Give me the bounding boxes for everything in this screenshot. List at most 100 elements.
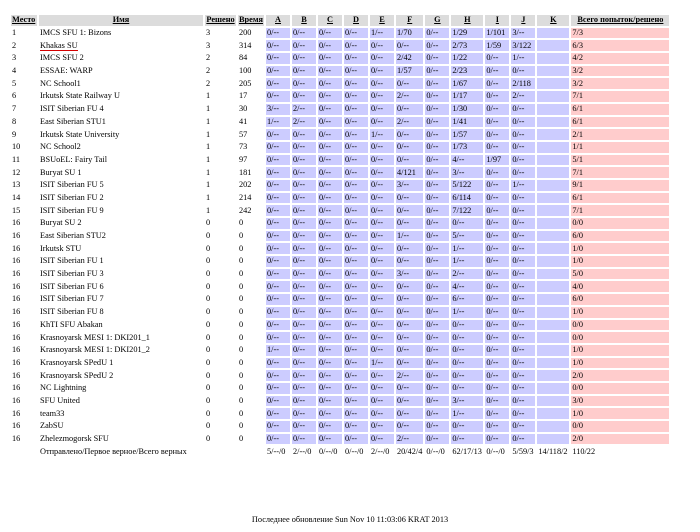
solved-cell: 0 (205, 408, 236, 419)
column-header-place[interactable]: Место (11, 15, 37, 26)
team-name-cell: Krasnoyarsk SPedU 2 (39, 370, 203, 381)
summary-row: Отправлено/Первое верное/Всего верных 5/-… (11, 446, 670, 458)
place-cell: 1 (11, 27, 37, 39)
problem-h-result: 3/-- (451, 167, 484, 178)
problem-k-result (537, 357, 570, 369)
problem-j-result: 0/-- (511, 230, 536, 242)
time-cell: 84 (238, 53, 264, 64)
total-cell: 3/2 (571, 65, 670, 77)
problem-e-result: 0/-- (370, 53, 394, 64)
problem-j-result: 3/-- (511, 27, 536, 39)
table-row: 16 Krasnoyarsk MESI 1: DKI201_1 0 0 0/-- 0/--… (11, 332, 670, 343)
problem-j-result: 2/-- (511, 91, 536, 102)
problem-c-result: 0/-- (318, 281, 342, 293)
total-cell: 3/0 (571, 395, 670, 407)
problem-h-result: 1/29 (451, 27, 484, 39)
problem-k-result (537, 281, 570, 293)
column-header-problem-g[interactable]: G (425, 15, 450, 26)
problem-a-result: 0/-- (266, 40, 290, 52)
problem-e-result: 0/-- (370, 230, 394, 242)
team-name-cell: Krasnoyarsk MESI 1: DKI201_2 (39, 344, 203, 356)
problem-h-result: 1/-- (451, 306, 484, 318)
problem-g-result: 0/-- (425, 268, 450, 280)
place-cell: 16 (11, 268, 37, 280)
problem-g-result: 0/-- (425, 205, 450, 216)
problem-k-result (537, 243, 570, 255)
time-cell: 73 (238, 141, 264, 153)
solved-cell: 1 (205, 154, 236, 166)
problem-f-result: 1/70 (396, 27, 424, 39)
column-header-problem-b[interactable]: B (292, 15, 316, 26)
problem-i-result: 0/-- (485, 179, 510, 191)
column-header-problem-f[interactable]: F (396, 15, 424, 26)
problem-g-result: 0/-- (425, 129, 450, 140)
place-cell: 7 (11, 103, 37, 115)
problem-e-result: 1/-- (370, 357, 394, 369)
time-cell: 0 (238, 218, 264, 229)
standings-body: 1 IMCS SFU 1: Bizons 3 200 0/-- 0/-- 0/-- 0/-- 1… (11, 27, 670, 458)
column-header-problem-e[interactable]: E (370, 15, 394, 26)
problem-d-result: 0/-- (344, 103, 368, 115)
time-cell: 0 (238, 421, 264, 432)
total-cell: 6/1 (571, 192, 670, 204)
problem-d-result: 0/-- (344, 421, 368, 432)
problem-h-result: 1/57 (451, 129, 484, 140)
column-header-problem-i[interactable]: I (485, 15, 510, 26)
team-name: Irkutsk State University (40, 129, 120, 139)
time-cell: 0 (238, 294, 264, 305)
problem-d-result: 0/-- (344, 281, 368, 293)
column-header-total[interactable]: Всего попыток/решено (571, 15, 670, 26)
problem-e-result: 0/-- (370, 243, 394, 255)
problem-j-result: 0/-- (511, 370, 536, 381)
problem-d-result: 0/-- (344, 243, 368, 255)
problem-f-result: 0/-- (396, 421, 424, 432)
problem-h-result: 0/-- (451, 344, 484, 356)
problem-g-result: 0/-- (425, 408, 450, 419)
problem-f-result: 2/-- (396, 370, 424, 381)
problem-d-result: 0/-- (344, 154, 368, 166)
problem-b-result: 0/-- (292, 243, 316, 255)
column-header-problem-k[interactable]: K (537, 15, 570, 26)
problem-j-result: 0/-- (511, 129, 536, 140)
problem-e-result: 0/-- (370, 205, 394, 216)
column-header-solved[interactable]: Решено (205, 15, 236, 26)
time-cell: 202 (238, 179, 264, 191)
time-cell: 100 (238, 65, 264, 77)
problem-d-result: 0/-- (344, 192, 368, 204)
problem-g-result: 0/-- (425, 27, 450, 39)
problem-b-result: 0/-- (292, 40, 316, 52)
column-header-problem-c[interactable]: C (318, 15, 342, 26)
place-cell: 16 (11, 357, 37, 369)
problem-h-result: 0/-- (451, 433, 484, 445)
problem-h-result: 1/-- (451, 408, 484, 419)
team-name-cell: ISIT Siberian FU 5 (39, 179, 203, 191)
column-header-problem-h[interactable]: H (451, 15, 484, 26)
problem-g-result: 0/-- (425, 40, 450, 52)
column-header-problem-a[interactable]: A (266, 15, 290, 26)
problem-f-result: 0/-- (396, 382, 424, 394)
problem-a-result: 0/-- (266, 357, 290, 369)
problem-g-result: 0/-- (425, 78, 450, 90)
solved-cell: 0 (205, 319, 236, 331)
time-cell: 0 (238, 382, 264, 394)
problem-d-result: 0/-- (344, 256, 368, 267)
team-name-cell: ZabSU (39, 421, 203, 432)
problem-i-result: 0/-- (485, 243, 510, 255)
team-name: East Siberian STU1 (40, 116, 106, 126)
problem-d-result: 0/-- (344, 319, 368, 331)
time-cell: 200 (238, 27, 264, 39)
team-name: Buryat SU 1 (40, 167, 82, 177)
problem-g-result: 0/-- (425, 154, 450, 166)
column-header-problem-d[interactable]: D (344, 15, 368, 26)
problem-j-result: 0/-- (511, 319, 536, 331)
problem-g-result: 0/-- (425, 116, 450, 128)
problem-d-result: 0/-- (344, 382, 368, 394)
column-header-time[interactable]: Время (238, 15, 264, 26)
column-header-name[interactable]: Имя (39, 15, 203, 26)
total-cell: 0/0 (571, 319, 670, 331)
problem-j-result: 0/-- (511, 344, 536, 356)
total-cell: 5/0 (571, 268, 670, 280)
problem-e-result: 0/-- (370, 421, 394, 432)
team-name: NC School2 (40, 142, 81, 152)
column-header-problem-j[interactable]: J (511, 15, 536, 26)
